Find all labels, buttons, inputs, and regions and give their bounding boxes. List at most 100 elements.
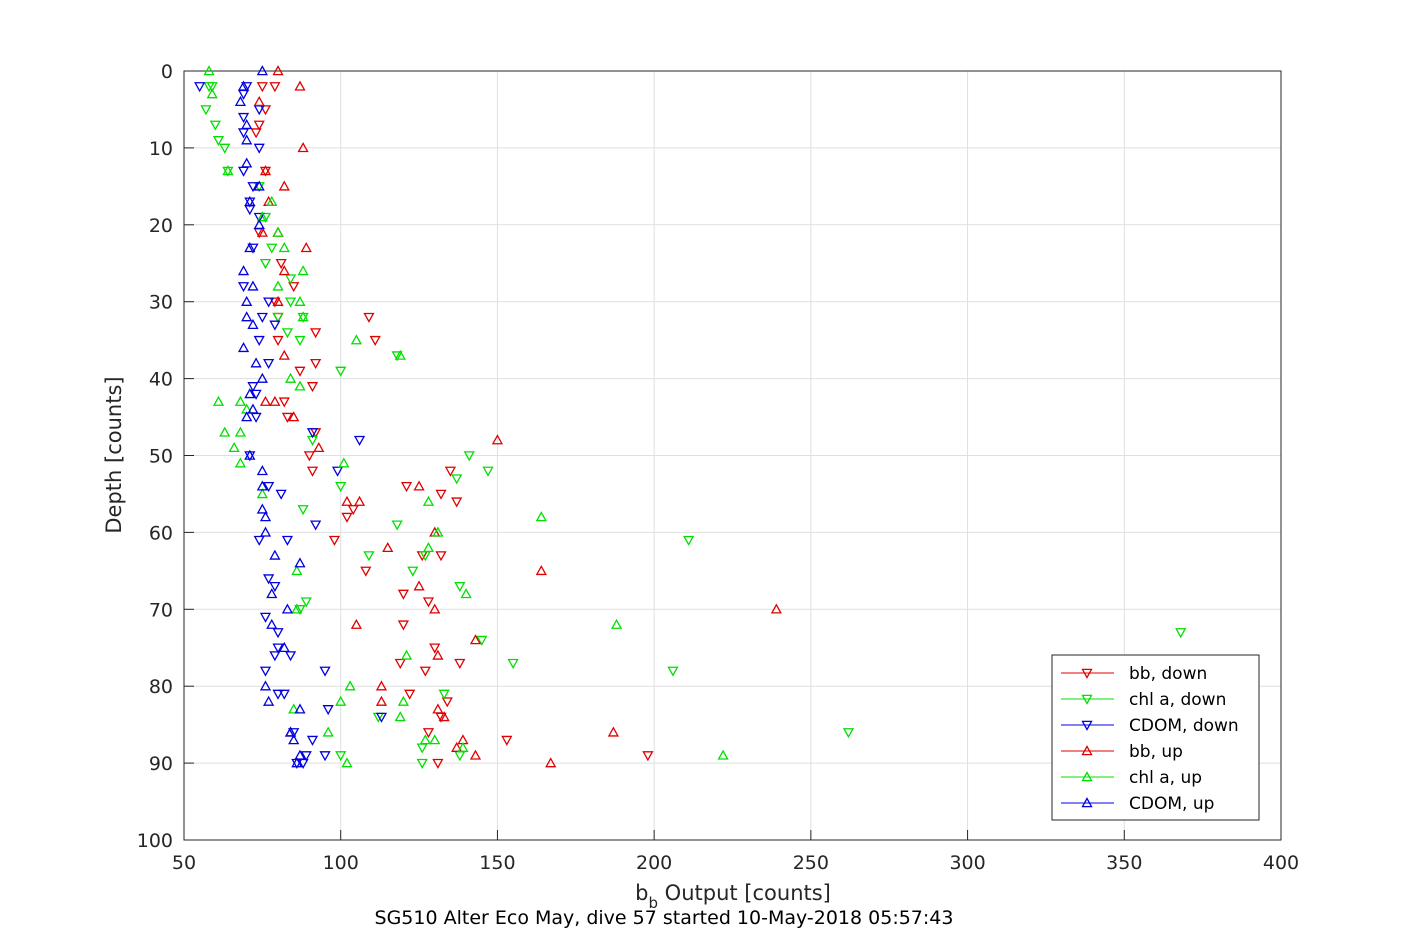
data-point: [306, 382, 319, 393]
data-point: [429, 643, 441, 654]
data-point: [219, 143, 231, 154]
chart-caption: SG510 Alter Eco May, dive 57 started 10-…: [375, 907, 954, 929]
legend-entry: bb, up: [1061, 742, 1183, 762]
x-tick-label: 300: [949, 852, 985, 874]
legend-entry: bb, down: [1061, 664, 1207, 684]
data-point: [545, 757, 557, 768]
data-point: [206, 88, 218, 99]
data-point: [284, 297, 297, 308]
data-point: [444, 466, 457, 477]
data-point: [263, 358, 275, 370]
x-tick-label: 50: [172, 852, 196, 874]
data-point: [237, 112, 250, 123]
data-point: [432, 649, 444, 660]
data-point: [300, 597, 312, 608]
data-point: [278, 180, 290, 191]
data-point: [222, 165, 234, 176]
data-point: [469, 749, 482, 760]
y-tick-label: 90: [149, 753, 173, 775]
data-point: [429, 734, 441, 745]
data-point: [266, 195, 278, 206]
data-point: [294, 557, 306, 568]
data-point: [397, 589, 410, 600]
data-point: [278, 641, 290, 652]
legend: bb, down chl a, down CDOM, down bb, up chl a…: [1051, 654, 1260, 821]
x-tick-label: 200: [636, 852, 672, 874]
data-point: [281, 535, 294, 546]
data-point: [272, 295, 284, 306]
data-point: [310, 520, 322, 531]
data-point: [460, 588, 472, 599]
y-tick-label: 40: [149, 369, 173, 391]
data-point: [259, 258, 272, 270]
series-cdom-down: [194, 82, 388, 769]
data-point: [344, 680, 356, 691]
data-point: [535, 565, 547, 576]
data-point: [394, 658, 406, 669]
legend-entry: CDOM, up: [1061, 794, 1214, 814]
data-point: [263, 482, 275, 493]
data-point: [319, 666, 331, 677]
data-point: [241, 295, 253, 306]
data-point: [259, 212, 272, 223]
data-point: [256, 312, 268, 323]
data-point: [256, 480, 268, 491]
data-point: [451, 741, 463, 752]
data-point: [259, 105, 272, 116]
data-point: [347, 505, 359, 516]
data-point: [391, 520, 403, 531]
data-point: [416, 758, 428, 769]
data-point: [269, 651, 281, 662]
data-point: [237, 265, 250, 276]
data-point: [432, 526, 444, 537]
data-point: [247, 182, 259, 193]
data-point: [438, 711, 450, 722]
data-point: [259, 666, 272, 677]
legend-label: chl a, up: [1129, 768, 1202, 788]
data-point: [422, 728, 435, 739]
data-point: [241, 82, 253, 93]
series-cdom-up: [234, 65, 306, 768]
data-point: [269, 549, 281, 560]
legend-entry: chl a, up: [1061, 768, 1202, 788]
data-point: [338, 457, 350, 468]
series-chl-a-down: [200, 82, 1187, 769]
data-point: [435, 489, 447, 500]
data-point: [350, 334, 362, 345]
x-tick-label: 350: [1106, 852, 1142, 874]
x-axis-label: bb Output [counts]: [635, 881, 831, 912]
legend-box: [1051, 654, 1260, 821]
y-tick-label: 80: [149, 676, 173, 698]
y-tick-label: 10: [149, 138, 173, 160]
data-point: [253, 120, 265, 131]
data-point: [491, 434, 504, 445]
data-point: [382, 541, 394, 553]
data-point: [206, 82, 218, 93]
data-point: [770, 603, 782, 614]
data-point: [241, 411, 253, 422]
data-point: [419, 666, 431, 677]
data-point: [306, 466, 319, 477]
data-point: [432, 703, 444, 714]
data-point: [375, 712, 388, 723]
data-point: [375, 680, 388, 691]
legend-entry: chl a, down: [1061, 690, 1226, 710]
data-point: [451, 474, 463, 485]
data-point: [272, 643, 284, 654]
x-tick-label: 150: [479, 852, 515, 874]
data-point: [294, 80, 306, 91]
data-point: [212, 395, 225, 406]
data-point: [253, 218, 265, 230]
data-point: [269, 297, 281, 308]
data-point: [269, 320, 281, 331]
legend-marker: [1081, 720, 1093, 731]
data-point: [300, 751, 312, 762]
series-chl-a-up: [203, 65, 729, 768]
data-point: [400, 482, 413, 493]
data-point: [341, 495, 353, 506]
data-point: [253, 212, 265, 223]
data-point: [429, 603, 441, 614]
data-point: [234, 426, 247, 437]
data-point: [237, 282, 250, 293]
